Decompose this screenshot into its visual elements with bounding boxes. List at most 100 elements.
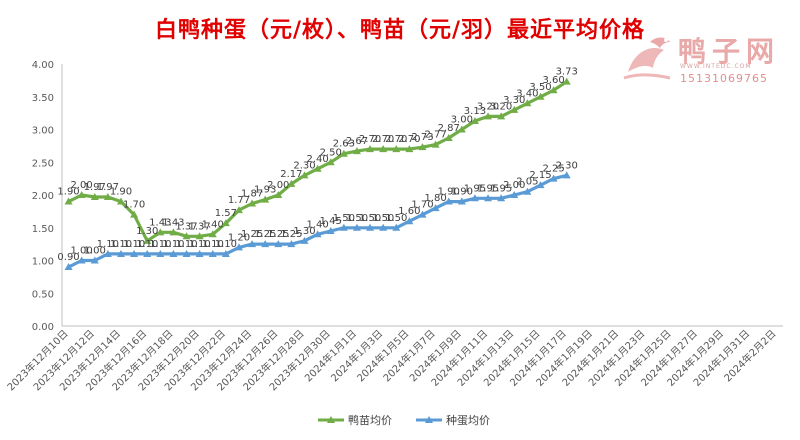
data-point [444,134,453,142]
data-point [195,249,204,257]
data-point [77,191,86,198]
data-point [274,191,283,198]
data-point [326,158,335,166]
data-point [261,195,270,203]
data-point [457,125,466,133]
y-tick-label: 3.00 [32,126,54,137]
data-point [352,147,361,155]
data-label: 1.37 [175,221,197,232]
y-tick-label: 1.00 [32,257,54,268]
data-point [536,92,545,100]
data-label: 1.45 [320,216,342,227]
data-label: 2.40 [306,154,328,165]
data-label: 3.40 [516,88,538,99]
data-label: 2.73 [411,132,433,143]
data-point [457,197,466,205]
data-point [195,232,204,240]
data-point [116,197,125,205]
data-point [208,249,217,257]
data-label: 1.43 [149,217,171,228]
data-point [418,143,427,151]
data-label: 2.63 [333,139,355,150]
data-label: 2.67 [346,136,368,147]
data-label: 3.20 [477,101,499,112]
data-point [444,197,453,205]
data-label: 1.25 [254,229,276,240]
data-point [510,191,519,198]
data-point [470,194,479,202]
data-point [339,149,348,157]
data-label: 1.95 [477,183,499,194]
data-label: 1.80 [424,193,446,204]
watermark-brand: 鸭子网 [678,35,781,68]
data-point [379,223,388,231]
data-label: 2.30 [556,160,578,171]
data-label: 1.10 [215,239,237,250]
data-point [143,249,152,257]
data-point [287,240,296,248]
data-point [405,217,414,225]
data-point [156,249,165,257]
data-label: 1.93 [254,185,276,196]
data-label: 2.00 [267,180,289,191]
data-label: 1.25 [267,229,289,240]
data-point [169,228,178,236]
data-label: 3.00 [451,115,473,126]
data-label: 1.90 [451,187,473,198]
data-label: 1.30 [293,226,315,237]
data-point [130,249,139,257]
data-label: 2.05 [516,177,538,188]
data-point [313,230,322,238]
y-tick-label: 2.50 [32,158,54,169]
data-label: 1.10 [162,239,184,250]
data-label: 1.50 [359,213,381,224]
data-point [510,105,519,113]
data-point [143,236,152,244]
data-point [470,116,479,124]
data-point [523,187,532,195]
data-point [549,86,558,94]
data-label: 3.30 [503,95,525,106]
data-label: 1.50 [333,213,355,224]
data-point [103,192,112,200]
data-point [431,204,440,212]
data-label: 1.77 [228,195,250,206]
data-label: 1.97 [84,182,106,193]
data-point [248,240,257,248]
data-label: 2.15 [529,170,551,181]
data-label: 1.70 [123,200,145,211]
data-point [562,77,571,85]
data-label: 1.90 [438,187,460,198]
data-point [484,194,493,202]
data-point [248,199,257,207]
data-point [431,140,440,148]
data-point [103,249,112,257]
legend-label: 种蛋均价 [446,413,490,427]
data-label: 1.00 [84,246,106,257]
data-point [300,171,309,179]
data-point [64,263,73,271]
data-label: 1.40 [202,219,224,230]
data-label: 1.30 [136,226,158,237]
data-point [169,249,178,257]
data-label: 2.30 [293,160,315,171]
data-label: 1.50 [385,213,407,224]
data-point [116,249,125,257]
data-point [405,145,414,153]
data-point [484,112,493,120]
data-label: 1.97 [97,182,119,193]
data-point [392,145,401,153]
data-point [562,171,571,179]
data-point [549,174,558,182]
data-point [234,243,243,251]
legend-marker-icon [327,416,335,423]
legend-item-1: 鸭苗均价 [318,414,392,427]
data-label: 1.00 [71,246,93,257]
data-label: 1.37 [189,221,211,232]
data-label: 2.87 [438,123,460,134]
data-point [90,256,99,264]
data-label: 1.10 [202,239,224,250]
data-label: 1.10 [189,239,211,250]
data-label: 3.20 [490,101,512,112]
